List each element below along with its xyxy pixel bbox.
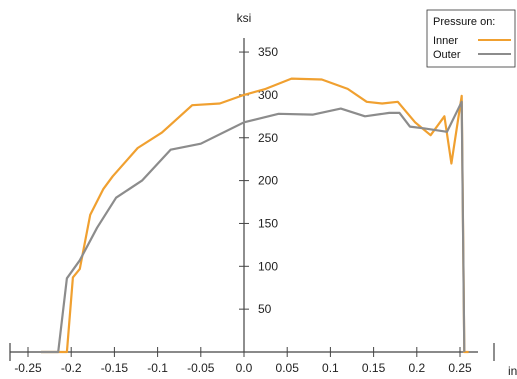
y-tick-label: 100 [258,259,278,273]
series-layer [41,77,469,354]
legend-entries: Inner Outer [433,35,511,61]
y-tick-label: 200 [258,174,278,188]
legend-box [426,9,516,68]
x-tick-label: 0.2 [408,361,425,375]
x-tick-label: 0.0 [236,361,253,375]
x-tick-label: -0.1 [147,361,168,375]
series-line-outer [41,100,466,354]
x-tick-label: -0.2 [61,361,82,375]
x-axis-title: in [508,364,517,378]
x-tick-label: -0.15 [101,361,129,375]
axes: -0.25 -0.2 -0.15 -0.1 -0.05 0.0 0.05 0.1 0.15 0.2… [9,11,517,378]
y-ticks: 50 100 150 200 250 300 350 [239,45,278,316]
x-tick-label: 0.1 [322,361,339,375]
y-tick-label: 50 [258,302,272,316]
x-ticks: -0.25 -0.2 -0.15 -0.1 -0.05 0.0 0.05 0.1 0.15 0.2… [14,347,472,375]
legend-label-inner: Inner [433,35,458,47]
x-tick-label: -0.25 [14,361,42,375]
series-line-inner [41,77,469,354]
legend-title: Pressure on: [433,16,495,28]
y-axis-title: ksi [237,11,252,25]
legend-label-outer: Outer [433,49,461,61]
y-tick-label: 350 [258,45,278,59]
y-tick-label: 150 [258,216,278,230]
x-tick-label: -0.05 [187,361,215,375]
legend: Pressure on: Inner Outer [426,9,516,68]
x-tick-label: 0.25 [448,361,472,375]
x-tick-label: 0.05 [276,361,300,375]
y-tick-label: 250 [258,131,278,145]
y-tick-label: 300 [258,88,278,102]
x-tick-label: 0.15 [362,361,386,375]
